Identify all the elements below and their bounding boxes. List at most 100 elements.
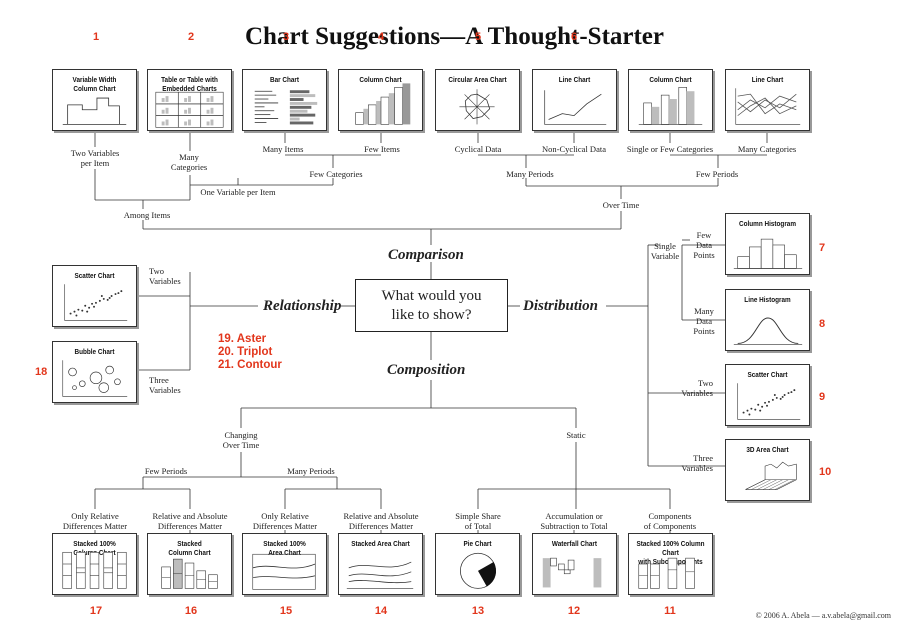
extra-chart-21: 21. Contour <box>218 359 282 371</box>
chart-card-title: Scatter Chart <box>747 370 788 379</box>
chart-card-title: Column Chart <box>649 75 692 84</box>
chart-card-17: Stacked 100% Area Chart <box>242 533 327 595</box>
chart-number-2: 2 <box>187 31 195 43</box>
chart-card-title: Variable Width Column Chart <box>72 75 117 93</box>
chart-card-title: Stacked Column Chart <box>168 539 211 557</box>
chart-number-14: 14 <box>374 605 388 617</box>
chart-thumbnail-icon <box>745 461 797 490</box>
chart-thumbnail-icon <box>638 557 695 589</box>
chart-number-10: 10 <box>819 466 832 478</box>
chart-card-title: Column Chart <box>359 75 402 84</box>
label-only-relative-2: Only Relative Differences Matter <box>252 511 318 531</box>
label-three-variables-rel: Three Variables <box>149 375 181 395</box>
chart-thumbnail-icon <box>544 90 607 125</box>
label-one-var-per-item: One Variable per Item <box>200 187 276 197</box>
label-accumulation: Accumulation or Subtraction to Total <box>540 511 608 531</box>
chart-number-16: 16 <box>184 605 198 617</box>
label-single-few-cat: Single or Few Categories <box>626 144 714 154</box>
label-among-items: Among Items <box>123 210 171 220</box>
chart-card-title: Line Chart <box>751 75 784 84</box>
chart-thumbnail-icon <box>735 88 801 125</box>
chart-thumbnail-icon <box>346 561 414 589</box>
chart-card-18: Stacked Area Chart <box>338 533 423 595</box>
label-many-data-points: Many Data Points <box>693 306 715 336</box>
chart-card-7: Column Chart <box>628 69 713 131</box>
chart-thumbnail-icon <box>62 97 127 125</box>
center-question-box: What would you like to show? <box>355 279 508 332</box>
chart-card-5: Circular Area Chart <box>435 69 520 131</box>
chart-card-title: Column Histogram <box>738 219 797 228</box>
chart-card-title: Stacked 100% Area Chart <box>263 539 306 557</box>
chart-number-7: 7 <box>819 242 826 254</box>
chart-thumbnail-icon <box>733 317 803 345</box>
label-two-vars-per-item: Two Variables per Item <box>70 148 120 168</box>
chart-card-16: Stacked Column Chart <box>147 533 232 595</box>
chart-card-10: Line Histogram <box>725 289 810 351</box>
label-simple-share: Simple Share of Total <box>455 511 501 531</box>
chart-number-8: 8 <box>819 318 826 330</box>
chart-card-title: Stacked Area Chart <box>351 539 410 548</box>
label-components: Components of Components <box>643 511 697 531</box>
label-two-variables-dist: Two Variables <box>681 378 713 398</box>
chart-card-2: Table or Table with Embedded Charts <box>147 69 232 131</box>
label-three-variables-dist: Three Variables <box>681 453 713 473</box>
label-few-data-points: Few Data Points <box>693 230 715 260</box>
chart-card-9: Column Histogram <box>725 213 810 275</box>
label-few-periods-top: Few Periods <box>695 169 739 179</box>
center-question-line-1: What would you <box>381 288 482 304</box>
label-many-periods-bottom: Many Periods <box>287 466 335 476</box>
chart-number-11: 11 <box>664 605 676 617</box>
chart-number-1: 1 <box>92 31 100 43</box>
chart-thumbnail-icon <box>64 284 128 321</box>
chart-card-11: Scatter Chart <box>725 364 810 426</box>
chart-thumbnail-icon <box>638 87 703 125</box>
label-single-variable: Single Variable <box>650 241 680 261</box>
chart-card-14: Bubble Chart <box>52 341 137 403</box>
chart-number-13: 13 <box>471 605 485 617</box>
chart-thumbnail-icon <box>737 383 801 420</box>
chart-thumbnail-icon <box>252 553 316 590</box>
chart-thumbnail-icon <box>62 551 127 589</box>
chart-card-title: Scatter Chart <box>74 271 115 280</box>
chart-card-3: Bar Chart <box>242 69 327 131</box>
label-many-items: Many Items <box>262 144 304 154</box>
label-rel-abs-2: Relative and Absolute Differences Matter <box>343 511 419 531</box>
category-relationship: Relationship <box>263 298 342 314</box>
chart-number-3: 3 <box>282 31 290 43</box>
chart-card-title: 3D Area Chart <box>746 445 789 454</box>
chart-card-4: Column Chart <box>338 69 423 131</box>
chart-number-18: 18 <box>35 366 48 378</box>
label-only-relative-1: Only Relative Differences Matter <box>62 511 128 531</box>
label-few-categories: Few Categories <box>309 169 363 179</box>
chart-thumbnail-icon <box>460 552 497 589</box>
chart-thumbnail-icon <box>355 83 411 125</box>
chart-thumbnail-icon <box>542 557 602 588</box>
category-composition: Composition <box>387 362 466 378</box>
chart-thumbnail-icon <box>161 558 218 589</box>
chart-card-title: Bar Chart <box>269 75 300 84</box>
chart-card-13: Scatter Chart <box>52 265 137 327</box>
chart-number-6: 6 <box>570 31 578 43</box>
chart-card-15: Stacked 100%Column Chart <box>52 533 137 595</box>
label-few-items: Few Items <box>364 144 400 154</box>
copyright-text: © 2006 A. Abela — a.v.abela@gmail.com <box>755 611 891 620</box>
chart-thumbnail-icon <box>62 360 128 397</box>
label-many-categories-left: Many Categories <box>170 152 208 172</box>
chart-card-title: Bubble Chart <box>74 347 115 356</box>
chart-card-title: Waterfall Chart <box>551 539 598 548</box>
chart-card-title: Table or Table with Embedded Charts <box>161 75 218 93</box>
chart-card-title: Line Chart <box>558 75 591 84</box>
label-non-cyclical: Non-Cyclical Data <box>542 144 606 154</box>
chart-card-title: Line Histogram <box>744 295 791 304</box>
chart-number-17: 17 <box>89 605 103 617</box>
chart-card-title: Pie Chart <box>463 539 492 548</box>
chart-card-12: 3D Area Chart <box>725 439 810 501</box>
extra-chart-20: 20. Triplot <box>218 346 273 358</box>
chart-card-19: Pie Chart <box>435 533 520 595</box>
chart-thumbnail-icon <box>459 89 495 125</box>
chart-card-8: Line Chart <box>725 69 810 131</box>
chart-number-9: 9 <box>819 391 826 403</box>
category-comparison: Comparison <box>388 247 464 263</box>
chart-thumbnail-icon <box>254 90 318 125</box>
